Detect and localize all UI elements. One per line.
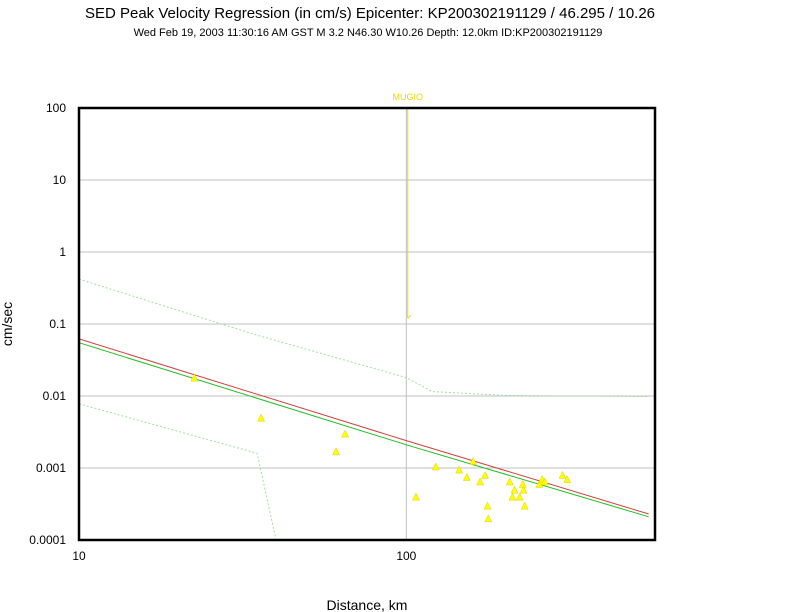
y-axis-label: cm/sec (0, 302, 15, 346)
y-tick-label: 0.001 (36, 461, 66, 475)
data-point-triangle (332, 447, 340, 456)
regression-line (78, 338, 649, 515)
data-point-triangle (515, 492, 524, 501)
y-tick-label: 0.1 (49, 317, 66, 331)
y-tick-label: 1 (59, 245, 66, 259)
data-point-triangle (540, 477, 549, 486)
y-tick-label: 0.01 (43, 389, 67, 403)
station-label: MUGIO (392, 92, 423, 102)
data-point-triangle (518, 479, 527, 488)
lower-bound-line (78, 403, 277, 541)
data-point-triangle (519, 485, 528, 494)
upper-bound-line (78, 278, 649, 398)
station-marker: MUGIO (392, 92, 423, 319)
data-point-triangle (190, 373, 199, 382)
data-point-triangle (341, 429, 349, 438)
data-point-triangle (505, 477, 514, 486)
x-axis-label: Distance, km (327, 597, 408, 612)
data-point-triangle (558, 470, 567, 479)
x-tick-labels: 10 100 (72, 549, 416, 563)
data-point-triangle (520, 501, 529, 510)
data-point-triangle (462, 472, 471, 481)
data-point-triangle (481, 470, 489, 479)
data-point-triangle (508, 492, 517, 501)
data-point-triangle (535, 479, 544, 488)
y-tick-label: 0.0001 (29, 533, 66, 547)
data-point-triangle (412, 492, 420, 501)
data-point-triangle (431, 462, 440, 471)
y-tick-label: 100 (46, 101, 66, 115)
y-tick-label: 10 (53, 173, 67, 187)
y-tick-labels: 0.0001 0.001 0.01 0.1 1 10 100 (29, 101, 66, 547)
data-point-triangle (483, 501, 492, 510)
data-point-triangle (469, 456, 478, 465)
data-point-triangle (563, 475, 572, 483)
regression-lines (78, 278, 649, 541)
data-point-triangle (257, 413, 266, 422)
x-tick-label: 10 (72, 549, 86, 563)
data-point-triangle (484, 514, 493, 523)
data-point-triangle (476, 477, 484, 486)
grid (78, 107, 655, 541)
station-tick (407, 314, 412, 319)
fit-line (78, 342, 649, 518)
data-point-triangle (455, 465, 464, 474)
plot-frame (77, 106, 657, 542)
data-point-triangle (510, 485, 519, 494)
chart-subtitle: Wed Feb 19, 2003 11:30:16 AM GST M 3.2 N… (134, 27, 603, 39)
data-points (190, 373, 572, 523)
x-tick-label: 100 (396, 549, 416, 563)
chart-title: SED Peak Velocity Regression (in cm/s) E… (85, 5, 655, 22)
